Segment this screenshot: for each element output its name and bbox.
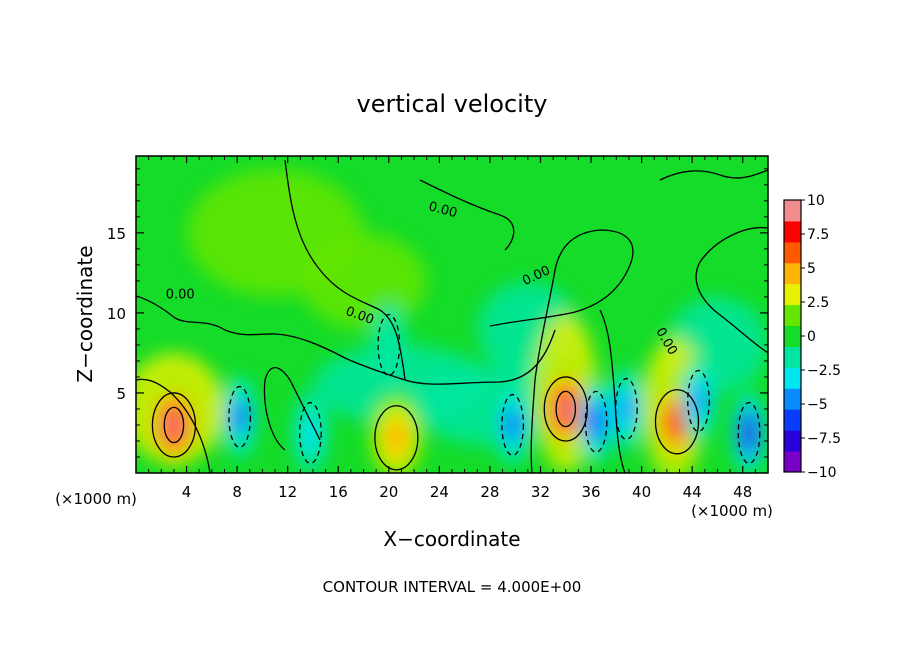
negative-contour [584,390,608,453]
positive-contour-inner [555,390,577,428]
colorbar-swatch [784,304,801,327]
colorbar-tick-label: −7.5 [807,431,841,447]
contour-interval-note: CONTOUR INTERVAL = 4.000E+00 [323,578,582,596]
negative-contour [615,377,638,441]
x-tick-label: 20 [379,483,398,501]
colorbar-swatch [784,367,801,389]
downdraft-core [690,385,707,417]
colorbar-tick-label: 0 [807,329,816,345]
contour-label: 0.00 [427,199,459,221]
positive-contour [543,376,588,442]
colorbar-tick-label: 7.5 [807,227,829,243]
x-tick-label: 44 [683,483,702,501]
y-axis: 5 10 15 [107,168,768,458]
plot-area: 0.000.000.000.000.00 [136,156,768,473]
x-tick-label: 40 [632,483,651,501]
downdraft-core [589,409,603,435]
negative-contour [377,313,401,376]
positive-contour [374,405,419,471]
colorbar-swatch [784,262,801,285]
downdraft-core [371,303,406,387]
x-axis: 4 8 12 16 20 24 28 32 36 40 44 48 [148,156,756,501]
zero-contour-line [489,229,634,473]
negative-contour [737,401,761,465]
y-tick-label: 15 [107,225,126,243]
colorbar-swatch [784,220,801,243]
colorbar-swatch [784,283,801,306]
zero-contour-line [599,309,626,473]
colorbar-tick-label: −2.5 [807,363,841,379]
y-tick-label: 5 [116,385,126,403]
downdraft-core [505,409,521,441]
updraft-core [558,399,573,419]
zero-contour-line [419,179,515,251]
chart-title: vertical velocity [357,90,548,118]
zero-contour-line [659,169,768,181]
updraft-core [166,415,181,435]
negative-contour [299,401,322,465]
colorbar-swatch [784,241,801,264]
zero-contour-line [284,159,406,381]
x-tick-label: 28 [480,483,499,501]
positive-contour-inner [163,406,185,444]
colorbar-swatch [784,409,801,431]
negative-contour [501,393,525,457]
x-tick-label: 4 [182,483,192,501]
x-tick-label: 32 [531,483,550,501]
x-unit-label-right: (×1000 m) [691,502,773,520]
y-tick-label: 10 [107,305,126,323]
zero-contour-line [136,295,556,385]
downdraft-core [232,401,248,433]
negative-contour [687,369,710,433]
colorbar-tick-label: −5 [807,397,828,413]
negative-contour [228,385,252,449]
colorbar-tick-label: 2.5 [807,295,829,311]
colorbar-tick-label: −10 [807,465,837,481]
field-region [300,232,427,329]
colorbar-swatch [784,325,801,347]
positive-contour [654,389,700,455]
colorbar-swatch [784,346,801,368]
x-axis-label: X−coordinate [383,527,520,551]
x-tick-label: 16 [329,483,348,501]
downdraft-core [300,410,321,456]
x-tick-label: 36 [581,483,600,501]
colorbar-swatch [784,388,801,410]
contour-label: 0.00 [166,287,195,302]
zero-contour-line [695,226,768,354]
zero-contour-line [263,366,321,451]
colorbar-swatch [784,200,801,222]
x-tick-label: 12 [278,483,297,501]
colorbar-tick-label: 10 [807,193,825,209]
colorbar-swatch [784,430,801,452]
colorbar-swatch [784,451,801,473]
x-unit-label-left: (×1000 m) [55,490,137,508]
downdraft-core [743,422,755,444]
updraft-core [669,410,685,434]
updraft-core [385,420,408,455]
colorbar-tick-label: 5 [807,261,816,277]
x-tick-label: 8 [232,483,242,501]
y-axis-label: Z−coordinate [73,245,97,382]
contour-lines [136,159,768,473]
x-tick-label: 24 [430,483,449,501]
downdraft-core [618,393,635,425]
zero-contour-line [136,378,211,473]
x-tick-label: 48 [733,483,752,501]
colorbar: 10 7.5 5 2.5 0 −2.5 −5 −7.5 −10 [783,193,841,481]
positive-contour [151,392,197,458]
